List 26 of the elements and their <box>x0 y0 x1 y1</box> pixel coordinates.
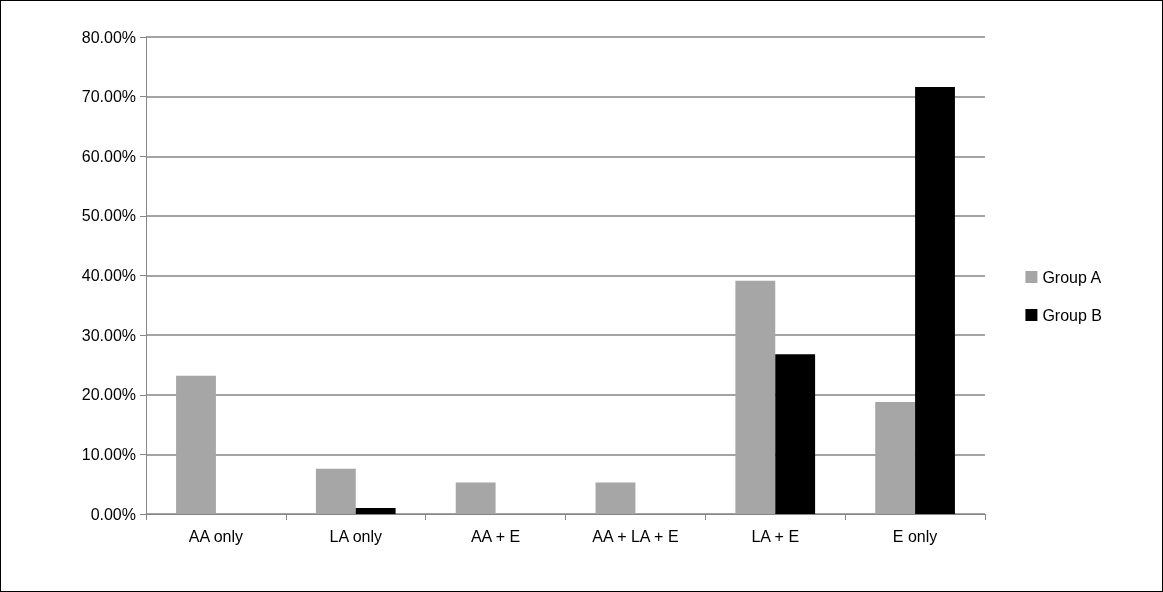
y-tick-label: 10.00% <box>81 445 136 463</box>
y-tick-label: 50.00% <box>81 207 136 225</box>
y-tick-label: 0.00% <box>90 505 136 523</box>
bar <box>775 354 816 514</box>
x-tick-label: AA only <box>188 527 244 545</box>
y-tick-label: 40.00% <box>81 267 136 284</box>
y-tick-label: 20.00% <box>81 386 136 404</box>
bar <box>315 468 356 514</box>
y-tick-label: 60.00% <box>81 147 136 165</box>
x-tick-label: AA + E <box>470 527 521 545</box>
y-tick-label: 70.00% <box>81 88 136 106</box>
legend-label: Group A <box>1042 268 1102 286</box>
y-tick-label: 80.00% <box>81 28 136 46</box>
y-tick-label: 30.00% <box>81 326 136 344</box>
bar <box>915 87 955 514</box>
legend-label: Group B <box>1042 306 1103 324</box>
x-tick-label: LA + E <box>751 527 800 545</box>
bar <box>176 375 216 514</box>
bar <box>735 280 776 514</box>
bar <box>355 508 396 514</box>
x-tick-label: LA only <box>329 527 382 545</box>
bar <box>875 401 916 514</box>
x-tick-label: E only <box>892 527 938 545</box>
x-tick-label: AA + LA + E <box>592 527 679 545</box>
bar <box>455 482 496 514</box>
bar <box>595 482 636 514</box>
